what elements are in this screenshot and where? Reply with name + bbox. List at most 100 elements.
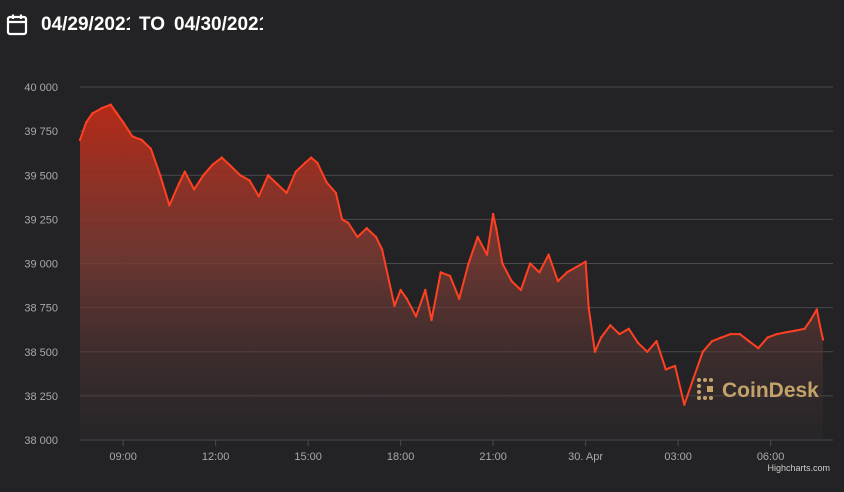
price-point[interactable]: [448, 274, 452, 278]
price-point[interactable]: [565, 271, 569, 274]
price-point[interactable]: [439, 271, 442, 274]
price-point[interactable]: [168, 204, 171, 207]
to-label: TO: [139, 14, 166, 35]
price-point[interactable]: [220, 156, 223, 159]
price-point[interactable]: [78, 138, 82, 142]
price-point[interactable]: [599, 336, 603, 339]
price-point[interactable]: [380, 248, 384, 251]
price-point[interactable]: [584, 260, 587, 263]
price-point[interactable]: [285, 191, 288, 195]
price-point[interactable]: [575, 265, 578, 269]
price-point[interactable]: [405, 297, 408, 300]
price-point[interactable]: [818, 324, 822, 327]
price-point[interactable]: [310, 156, 313, 159]
price-point[interactable]: [229, 165, 233, 168]
price-point[interactable]: [356, 235, 359, 239]
price-point[interactable]: [115, 112, 119, 115]
price-point[interactable]: [720, 336, 723, 339]
price-point[interactable]: [757, 347, 760, 350]
price-point[interactable]: [476, 235, 479, 239]
price-point[interactable]: [655, 340, 658, 343]
price-point[interactable]: [692, 377, 695, 380]
price-point[interactable]: [794, 329, 797, 332]
price-point[interactable]: [399, 288, 402, 292]
price-point[interactable]: [303, 161, 307, 165]
price-point[interactable]: [784, 331, 788, 334]
price-point[interactable]: [747, 340, 751, 343]
price-point[interactable]: [85, 121, 88, 124]
price-point[interactable]: [538, 271, 541, 274]
price-point[interactable]: [414, 315, 418, 318]
price-point[interactable]: [248, 179, 251, 182]
price-point[interactable]: [491, 212, 495, 216]
price-point[interactable]: [374, 235, 378, 239]
price-point[interactable]: [140, 138, 143, 142]
price-point[interactable]: [294, 170, 297, 173]
price-point[interactable]: [710, 340, 714, 343]
price-point[interactable]: [177, 182, 180, 186]
price-point[interactable]: [519, 288, 523, 292]
date-range-header: 04/29/2021 TO 04/30/2021: [6, 10, 263, 40]
price-point[interactable]: [587, 306, 590, 309]
price-point[interactable]: [430, 318, 433, 322]
price-point[interactable]: [183, 170, 186, 173]
start-date-field[interactable]: 04/29/2021: [41, 14, 130, 35]
price-point[interactable]: [458, 297, 461, 300]
price-point[interactable]: [211, 163, 214, 166]
calendar-icon[interactable]: [6, 13, 28, 37]
price-point[interactable]: [618, 332, 621, 336]
price-point[interactable]: [276, 182, 279, 186]
price-point[interactable]: [593, 350, 597, 353]
price-point[interactable]: [803, 327, 806, 330]
price-point[interactable]: [365, 227, 368, 230]
price-point[interactable]: [159, 174, 162, 177]
price-point[interactable]: [636, 341, 640, 345]
price-point[interactable]: [239, 174, 242, 177]
price-point[interactable]: [334, 191, 338, 195]
price-point[interactable]: [809, 318, 812, 322]
price-point[interactable]: [683, 403, 686, 406]
price-point[interactable]: [347, 221, 350, 225]
price-point[interactable]: [821, 338, 825, 341]
price-point[interactable]: [664, 368, 667, 371]
price-point[interactable]: [424, 288, 427, 292]
price-point[interactable]: [766, 336, 769, 339]
price-point[interactable]: [316, 161, 319, 165]
price-point[interactable]: [149, 147, 153, 150]
price-point[interactable]: [729, 332, 732, 336]
price-point[interactable]: [646, 350, 649, 353]
price-point[interactable]: [257, 195, 260, 198]
price-point[interactable]: [738, 332, 741, 336]
price-point[interactable]: [100, 107, 103, 110]
price-point[interactable]: [467, 262, 470, 265]
highcharts-credits-link[interactable]: Highcharts.com: [767, 463, 830, 473]
price-point[interactable]: [91, 112, 94, 115]
x-tick-label: 15:00: [294, 451, 322, 463]
price-point[interactable]: [609, 324, 612, 327]
price-point[interactable]: [775, 332, 778, 336]
price-point[interactable]: [673, 364, 677, 368]
price-point[interactable]: [627, 327, 630, 330]
end-date-field[interactable]: 04/30/2021: [174, 14, 264, 35]
price-area-fill: [80, 104, 823, 440]
price-point[interactable]: [547, 253, 550, 256]
price-point[interactable]: [122, 121, 125, 124]
price-point[interactable]: [528, 262, 532, 265]
price-point[interactable]: [701, 350, 704, 353]
price-point[interactable]: [325, 181, 328, 184]
price-point[interactable]: [192, 188, 196, 191]
price-point[interactable]: [815, 308, 818, 311]
price-point[interactable]: [556, 279, 560, 283]
price-point[interactable]: [393, 304, 396, 308]
price-point[interactable]: [266, 174, 270, 177]
price-point[interactable]: [485, 253, 489, 256]
price-point[interactable]: [109, 103, 113, 106]
price-point[interactable]: [202, 174, 205, 177]
price-point[interactable]: [510, 279, 513, 283]
y-tick-label: 39 000: [24, 259, 58, 271]
price-point[interactable]: [501, 262, 504, 265]
price-point[interactable]: [495, 227, 498, 230]
price-point[interactable]: [340, 218, 344, 221]
price-line[interactable]: [79, 103, 824, 406]
price-point[interactable]: [131, 135, 134, 138]
